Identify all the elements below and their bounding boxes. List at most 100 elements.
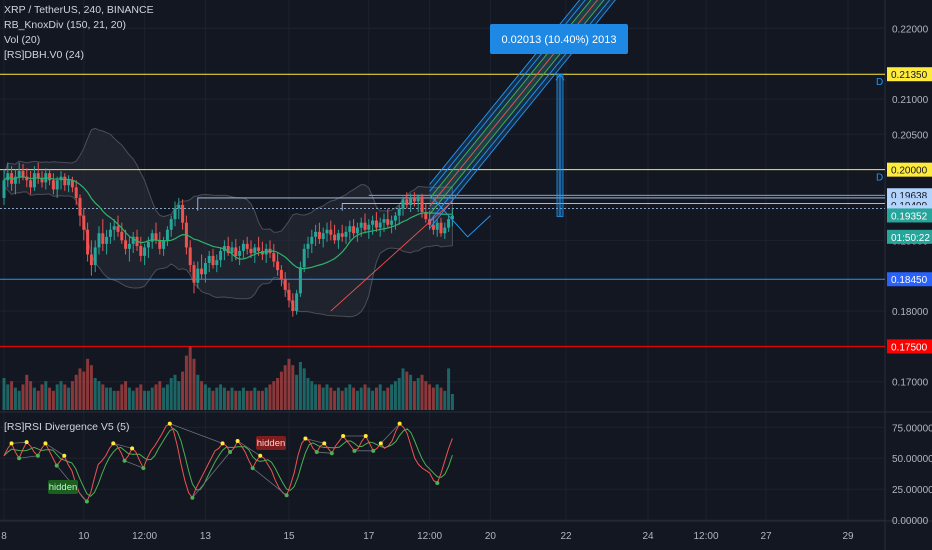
rsi-pivot-high xyxy=(62,453,67,458)
candle-body xyxy=(355,227,359,234)
price-tag: 0.21350 xyxy=(887,67,932,82)
volume-bar xyxy=(165,384,169,410)
volume-bar xyxy=(101,384,105,410)
candle-body xyxy=(276,261,280,271)
volume-bar xyxy=(344,387,348,410)
rsi-pivot-high xyxy=(24,440,29,445)
price-tag-box xyxy=(887,162,932,177)
candle-body xyxy=(344,231,348,237)
time-tick-label: 12:00 xyxy=(693,531,718,542)
hidden-label-box xyxy=(48,480,78,494)
candle-body xyxy=(116,226,120,232)
rsi-pivot-high xyxy=(220,441,225,446)
price-tag-text: 0.18450 xyxy=(891,275,928,286)
regression-channel-line xyxy=(429,0,586,192)
measure-arrow-head xyxy=(555,73,565,81)
price-tag-text: 0.20000 xyxy=(891,166,928,177)
rsi-legend[interactable]: [RS]RSI Divergence V5 (5) xyxy=(4,421,130,433)
candle-body xyxy=(409,197,413,205)
candle-body xyxy=(238,250,242,256)
volume-bar xyxy=(249,390,253,410)
volume-bar xyxy=(371,390,375,410)
volume-bar xyxy=(340,390,344,410)
indicator-legend-vol[interactable]: Vol (20) xyxy=(4,34,41,46)
volume-bar xyxy=(55,384,59,410)
candle-body xyxy=(89,254,93,266)
indicator-legend-knoxdiv[interactable]: RB_KnoxDiv (150, 21, 20) xyxy=(4,19,126,31)
candle-body xyxy=(359,222,363,228)
time-tick-label: 22 xyxy=(560,531,572,542)
candle-body xyxy=(139,246,143,256)
candle-body xyxy=(162,240,166,249)
indicator-legend-dbh[interactable]: [RS]DBH.V0 (24) xyxy=(4,49,84,61)
hidden-label-text: hidden xyxy=(49,482,78,493)
rsi-pivot-high xyxy=(235,438,240,443)
rsi-divergence-line xyxy=(124,460,144,469)
price-tag-box xyxy=(887,229,932,244)
volume-bar xyxy=(203,384,207,410)
rsi-pivot-low xyxy=(17,456,22,461)
time-tick-label: 20 xyxy=(485,531,497,542)
price-tag: 0.17500 xyxy=(887,339,932,354)
candle-body xyxy=(447,219,451,228)
candle-body xyxy=(219,250,223,261)
candle-body xyxy=(241,243,245,251)
candle-body xyxy=(439,222,443,234)
candle-body xyxy=(386,219,390,225)
price-tag-box xyxy=(887,67,932,82)
price-tick-label: 0.21000 xyxy=(892,95,929,106)
volume-bar xyxy=(424,381,428,410)
volume-bar xyxy=(325,384,329,410)
volume-bar xyxy=(276,378,280,410)
volume-bar xyxy=(401,368,405,410)
candle-body xyxy=(74,187,78,198)
rsi-tick-label: 25.00000 xyxy=(892,485,932,496)
rsi-pivot-low xyxy=(250,466,255,471)
candle-body xyxy=(295,293,299,312)
candle-body xyxy=(192,265,196,283)
rsi-pivot-high xyxy=(111,441,116,446)
candle-body xyxy=(283,279,287,290)
time-tick-label: 17 xyxy=(363,531,375,542)
volume-bar xyxy=(306,378,310,410)
candle-body xyxy=(21,171,25,177)
volume-bar xyxy=(333,390,337,410)
candle-body xyxy=(336,233,340,241)
price-tag-box xyxy=(887,339,932,354)
candle-body xyxy=(279,270,283,280)
rsi-pivot-high xyxy=(341,434,346,438)
symbol-legend[interactable]: XRP / TetherUS, 240, BINANCE xyxy=(4,4,154,16)
regression-channel-line xyxy=(429,0,598,207)
time-tick-label: 10 xyxy=(78,531,90,542)
candle-body xyxy=(70,180,74,188)
candle-body xyxy=(234,247,238,256)
rsi-hidden-divergence-label: hidden xyxy=(256,436,286,450)
volume-bar xyxy=(181,371,185,410)
candle-body xyxy=(29,180,33,188)
price-tick-label: 0.17000 xyxy=(892,378,929,389)
candle-body xyxy=(25,176,29,181)
volume-bar xyxy=(162,387,166,410)
candle-body xyxy=(230,247,234,254)
price-tag: 01:50:22 xyxy=(887,229,932,244)
rsi-pivot-low xyxy=(329,451,334,456)
rsi-pivot-low xyxy=(141,466,146,471)
candle-body xyxy=(32,173,36,188)
candle-body xyxy=(108,229,112,237)
price-tick-label: 0.20500 xyxy=(892,130,929,141)
candle-body xyxy=(431,224,435,230)
volume-bar xyxy=(234,390,238,410)
candle-body xyxy=(101,233,105,244)
candle-body xyxy=(181,205,185,223)
volume-bar xyxy=(173,374,177,410)
volume-bar xyxy=(409,374,413,410)
volume-bar xyxy=(435,384,439,410)
candle-body xyxy=(211,255,215,266)
candle-body xyxy=(310,236,314,244)
candle-body xyxy=(112,226,116,230)
rsi-pivot-low xyxy=(371,448,376,453)
volume-bar xyxy=(108,387,112,410)
candle-body xyxy=(382,219,386,223)
level-bracket-line xyxy=(341,203,885,211)
